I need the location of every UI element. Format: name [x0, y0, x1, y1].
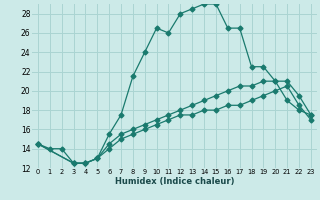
X-axis label: Humidex (Indice chaleur): Humidex (Indice chaleur) — [115, 177, 234, 186]
